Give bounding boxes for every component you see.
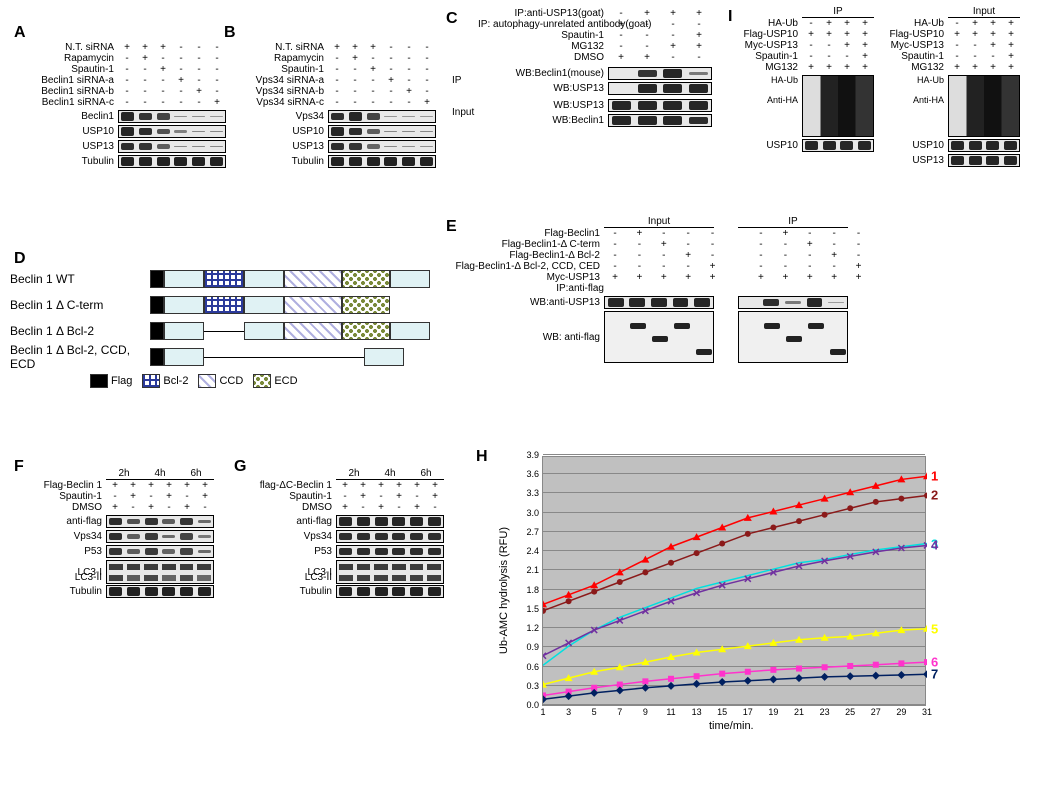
panel-label-g: G [234, 458, 246, 476]
treatment-label: N.T. siRNA [238, 42, 328, 53]
treatment-label: Vps34 siRNA-c [238, 97, 328, 108]
treatment-label: Vps34 siRNA-b [238, 86, 328, 97]
treatment-label: Beclin1 siRNA-a [28, 75, 118, 86]
treatment-label: Spautin-1 [28, 64, 118, 75]
panel-h: 0.00.30.60.91.21.51.82.12.42.73.03.33.63… [496, 452, 966, 732]
blot-label: USP10 [238, 126, 328, 137]
treatment-label: Beclin1 siRNA-b [28, 86, 118, 97]
blot-label: USP13 [28, 141, 118, 152]
panel-i: IPHA-Ub-+++Flag-USP10++++Myc-USP13--++Sp… [740, 6, 1020, 167]
panel-label-a: A [14, 24, 26, 42]
panel-f: 2h4h6hFlag-Beclin 1++++++Spautin-1-+-+-+… [26, 468, 214, 598]
blot-label: Vps34 [238, 111, 328, 122]
panel-label-h: H [476, 448, 488, 466]
panel-e: InputIPFlag-Beclin1-+----+---Flag-Beclin… [454, 216, 872, 363]
panel-label-i: I [728, 8, 732, 26]
treatment-label: Vps34 siRNA-a [238, 75, 328, 86]
blot-label: USP13 [238, 141, 328, 152]
blot-label: USP10 [28, 126, 118, 137]
treatment-label: Beclin1 siRNA-c [28, 97, 118, 108]
treatment-label: N.T. siRNA [28, 42, 118, 53]
blot-label: Tubulin [238, 156, 328, 167]
treatment-label: Spautin-1 [238, 64, 328, 75]
blot-label: Beclin1 [28, 111, 118, 122]
panel-label-f: F [14, 458, 24, 476]
treatment-label: Rapamycin [28, 53, 118, 64]
panel-b: N.T. siRNA+++---Rapamycin-+----Spautin-1… [238, 42, 436, 168]
treatment-label: Rapamycin [238, 53, 328, 64]
panel-label-b: B [224, 24, 236, 42]
panel-g: 2h4h6hflag-ΔC-Beclin 1++++++Spautin-1-+-… [246, 468, 444, 598]
panel-c: IP:anti-USP13(goat)-+++IP: autophagy-unr… [452, 8, 712, 127]
panel-label-d: D [14, 250, 26, 268]
panel-a: N.T. siRNA+++---Rapamycin-+----Spautin-1… [28, 42, 226, 168]
panel-d: Beclin 1 WTBeclin 1 Δ C-termBeclin 1 Δ B… [10, 268, 430, 391]
blot-label: Tubulin [28, 156, 118, 167]
